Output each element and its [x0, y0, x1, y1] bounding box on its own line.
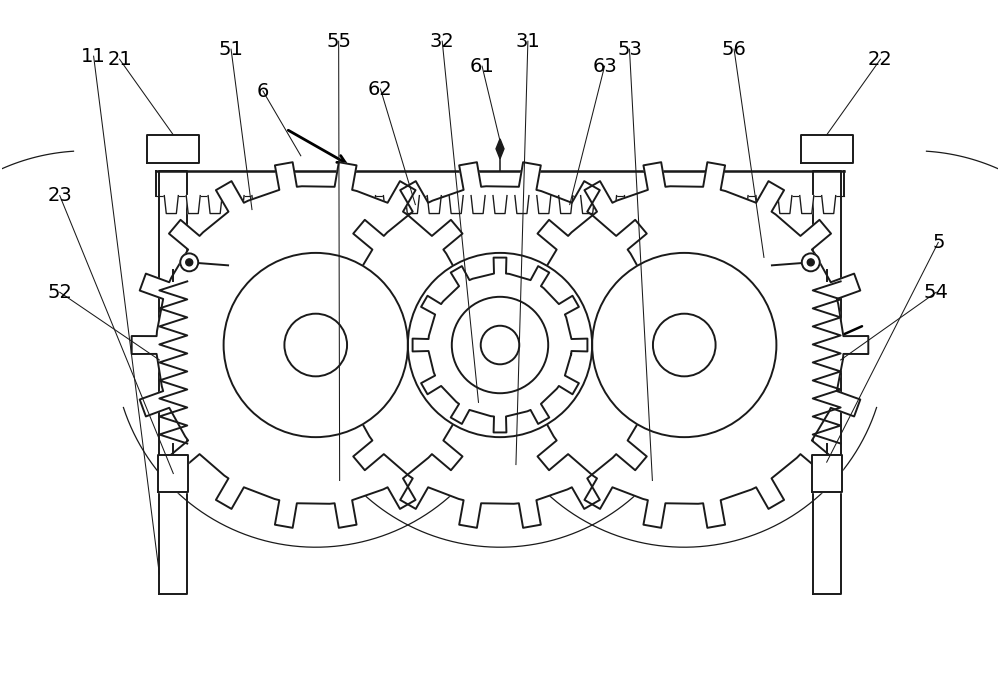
Polygon shape: [800, 195, 814, 214]
Polygon shape: [405, 195, 419, 214]
Polygon shape: [500, 162, 868, 528]
Polygon shape: [471, 195, 485, 214]
Circle shape: [452, 297, 548, 393]
Polygon shape: [813, 171, 841, 594]
Polygon shape: [756, 195, 770, 214]
Text: 61: 61: [470, 57, 494, 76]
Polygon shape: [778, 195, 792, 214]
Polygon shape: [690, 195, 704, 214]
Circle shape: [592, 253, 776, 438]
Polygon shape: [318, 195, 332, 214]
Circle shape: [408, 253, 592, 438]
Text: 32: 32: [430, 32, 455, 50]
Circle shape: [284, 314, 347, 377]
Polygon shape: [624, 195, 638, 214]
Circle shape: [481, 326, 519, 364]
Polygon shape: [427, 195, 441, 214]
Polygon shape: [158, 454, 188, 492]
Polygon shape: [362, 195, 376, 214]
Text: 62: 62: [368, 80, 393, 99]
Circle shape: [802, 253, 820, 272]
Text: 53: 53: [617, 40, 642, 59]
Text: 21: 21: [107, 50, 132, 69]
Polygon shape: [252, 195, 266, 214]
Text: 5: 5: [932, 233, 945, 252]
Text: 51: 51: [219, 40, 244, 59]
Circle shape: [186, 259, 193, 266]
Polygon shape: [164, 195, 178, 214]
Polygon shape: [449, 195, 463, 214]
Polygon shape: [496, 139, 504, 159]
Text: 6: 6: [257, 81, 269, 101]
Circle shape: [469, 314, 531, 377]
Polygon shape: [340, 195, 354, 214]
Polygon shape: [230, 195, 244, 214]
Text: 56: 56: [722, 40, 747, 59]
Polygon shape: [712, 195, 726, 214]
Circle shape: [180, 253, 198, 272]
Polygon shape: [147, 135, 199, 162]
Polygon shape: [413, 258, 587, 433]
Polygon shape: [734, 195, 748, 214]
Polygon shape: [159, 171, 187, 594]
Circle shape: [807, 259, 814, 266]
Text: 52: 52: [47, 283, 72, 302]
Polygon shape: [812, 454, 842, 492]
Polygon shape: [581, 195, 595, 214]
Polygon shape: [801, 135, 853, 162]
Polygon shape: [296, 195, 310, 214]
Polygon shape: [559, 195, 573, 214]
Polygon shape: [668, 195, 682, 214]
Polygon shape: [208, 195, 222, 214]
Polygon shape: [603, 195, 617, 214]
Polygon shape: [515, 195, 529, 214]
Text: 54: 54: [924, 283, 949, 302]
Polygon shape: [822, 195, 836, 214]
Text: 22: 22: [868, 50, 893, 69]
Text: 55: 55: [326, 32, 351, 50]
Polygon shape: [383, 195, 397, 214]
Circle shape: [653, 314, 716, 377]
Text: 23: 23: [47, 186, 72, 205]
Polygon shape: [646, 195, 660, 214]
Polygon shape: [274, 195, 288, 214]
Polygon shape: [537, 195, 551, 214]
Polygon shape: [316, 162, 684, 528]
Circle shape: [224, 253, 408, 438]
Polygon shape: [493, 195, 507, 214]
Text: 11: 11: [81, 47, 106, 66]
Text: 63: 63: [592, 57, 617, 76]
Polygon shape: [132, 162, 500, 528]
Polygon shape: [156, 171, 844, 195]
Text: 31: 31: [516, 32, 540, 50]
Polygon shape: [186, 195, 200, 214]
